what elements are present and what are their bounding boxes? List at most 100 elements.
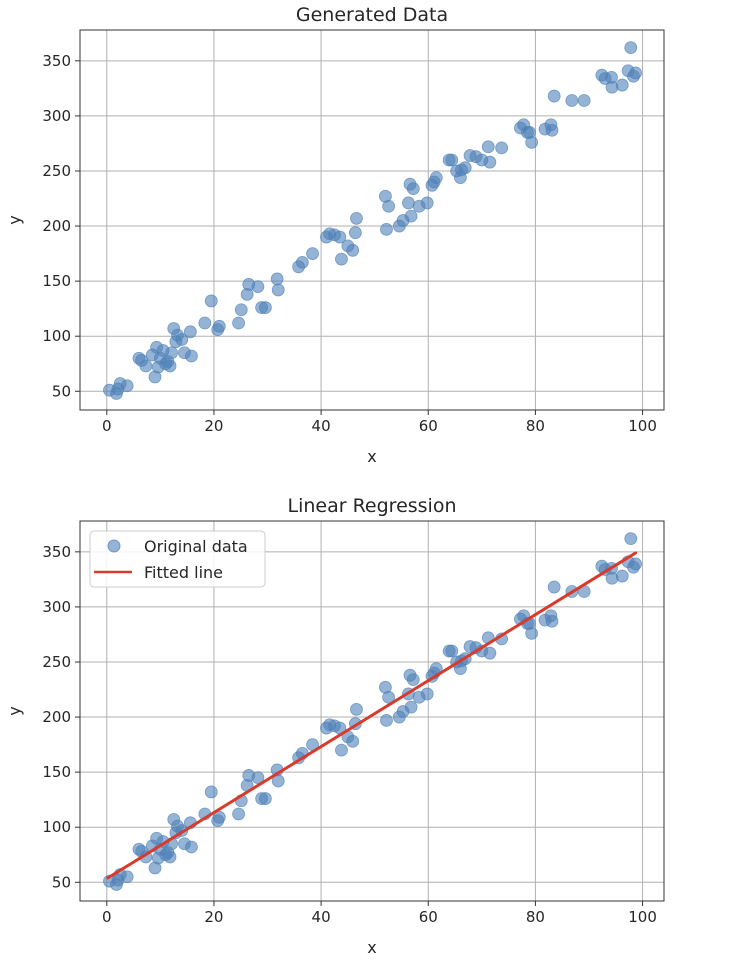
data-point <box>251 280 265 294</box>
data-point <box>404 700 418 714</box>
x-tick-label: 20 <box>204 417 223 435</box>
y-tick-label: 350 <box>42 543 71 561</box>
data-point <box>458 161 472 175</box>
plot-border <box>79 520 665 902</box>
y-tick-label: 300 <box>42 107 71 125</box>
y-tick-label: 100 <box>42 818 71 836</box>
linear-regression-chart: 0 20 40 60 80 100 50 100 150 200 250 300 350 Linear … <box>5 495 665 957</box>
data-point <box>204 785 218 799</box>
data-point <box>350 702 363 716</box>
data-point <box>615 78 629 92</box>
legend: Original data Fitted line <box>89 530 266 588</box>
legend-marker-original-data <box>107 539 121 553</box>
data-point <box>258 301 272 314</box>
data-point <box>271 283 285 297</box>
fitted-line-layer <box>106 551 638 880</box>
data-point <box>139 359 153 373</box>
data-point <box>251 771 265 785</box>
data-point <box>232 807 245 821</box>
data-point <box>348 226 362 240</box>
data-point <box>565 94 579 107</box>
data-point <box>624 41 638 55</box>
data-point <box>429 171 443 184</box>
axes-frame <box>75 29 665 415</box>
tick-labels: 0 20 40 60 80 100 50 100 150 200 250 300 350 <box>42 52 657 435</box>
data-point <box>198 316 212 330</box>
x-tick-label: 100 <box>628 908 657 926</box>
data-point <box>481 140 495 154</box>
data-point <box>163 359 177 373</box>
fitted-line <box>106 551 638 880</box>
data-point <box>406 673 420 687</box>
data-point <box>404 209 418 223</box>
data-point <box>271 774 285 788</box>
data-point <box>175 333 189 346</box>
tick-labels: 0 20 40 60 80 100 50 100 150 200 250 300 350 <box>42 543 657 926</box>
data-point <box>624 532 638 546</box>
data-point <box>185 840 198 854</box>
y-tick-label: 50 <box>52 382 71 400</box>
data-point <box>420 687 434 701</box>
y-tick-label: 250 <box>42 162 71 180</box>
data-point <box>382 690 396 704</box>
y-tick-label: 200 <box>42 708 71 726</box>
data-point <box>402 196 415 210</box>
data-point <box>183 325 197 339</box>
data-point <box>525 135 539 149</box>
data-point <box>483 646 497 660</box>
axes-frame <box>75 520 665 906</box>
data-point <box>212 810 226 824</box>
data-point <box>629 66 643 80</box>
data-point <box>483 155 497 169</box>
data-point <box>163 850 177 864</box>
data-point <box>232 316 245 330</box>
y-axis-label: y <box>5 215 24 224</box>
x-tick-label: 60 <box>419 417 438 435</box>
x-tick-label: 40 <box>312 417 331 435</box>
data-point <box>545 123 559 137</box>
legend-box <box>89 530 266 588</box>
data-point <box>615 569 629 583</box>
data-point <box>204 294 218 308</box>
data-point <box>445 644 459 658</box>
x-tick-label: 0 <box>102 417 112 435</box>
x-tick-label: 0 <box>102 908 112 926</box>
y-tick-label: 350 <box>42 52 71 70</box>
x-tick-label: 80 <box>526 417 545 435</box>
data-point <box>380 222 393 236</box>
plot-border <box>79 29 665 411</box>
data-point <box>212 319 226 333</box>
data-point <box>445 153 459 167</box>
data-point <box>185 349 198 363</box>
data-point <box>547 89 561 103</box>
x-tick-label: 40 <box>312 908 331 926</box>
y-tick-label: 150 <box>42 272 71 290</box>
data-point <box>406 182 420 196</box>
data-point <box>350 211 363 225</box>
y-axis-label: y <box>5 706 24 715</box>
y-tick-label: 200 <box>42 217 71 235</box>
chart-title: Linear Regression <box>287 495 456 517</box>
x-axis-label: x <box>367 938 376 957</box>
data-point <box>234 303 248 317</box>
x-tick-label: 60 <box>419 908 438 926</box>
data-point <box>333 230 347 244</box>
generated-data-chart: 0 20 40 60 80 100 50 100 150 200 250 300 350 Generat… <box>5 4 665 466</box>
data-point <box>295 256 309 269</box>
legend-label-original-data: Original data <box>144 537 248 556</box>
data-point <box>547 580 561 594</box>
legend-label-fitted-line: Fitted line <box>144 563 223 582</box>
data-point <box>120 379 134 393</box>
data-point <box>270 272 284 286</box>
data-point <box>577 94 591 107</box>
y-tick-label: 150 <box>42 763 71 781</box>
data-point <box>346 243 360 257</box>
data-point <box>382 199 396 213</box>
data-point <box>629 557 643 571</box>
x-tick-label: 20 <box>204 908 223 926</box>
x-tick-label: 100 <box>628 417 657 435</box>
data-points <box>103 41 643 400</box>
y-tick-label: 100 <box>42 327 71 345</box>
data-point <box>335 743 348 757</box>
